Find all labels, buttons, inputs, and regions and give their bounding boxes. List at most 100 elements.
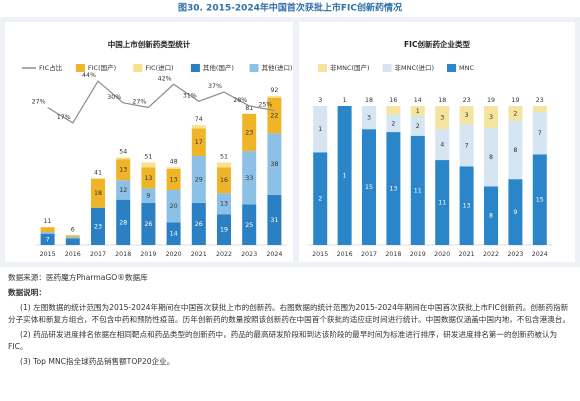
chart: 图30. 2015-2024年中国首次获批上市FIC创新药情况 中国上市创新药类…	[0, 2, 580, 267]
bar-segment	[337, 106, 352, 245]
bar-label: 15	[365, 184, 373, 191]
bar-segment	[40, 233, 55, 245]
bar-segment	[91, 178, 105, 208]
bar-label: 3	[367, 115, 371, 122]
bar-segment	[508, 120, 523, 180]
bar-segment	[242, 151, 257, 205]
x-tick-label: 2023	[241, 251, 257, 258]
total-label: 19	[487, 97, 495, 104]
total-label: 51	[220, 153, 228, 160]
bar-label: 17	[195, 139, 203, 146]
bar-label: 3	[489, 114, 493, 121]
total-label: 6	[71, 226, 75, 233]
bar-segment	[116, 157, 131, 160]
x-tick-label: 2019	[410, 251, 426, 258]
bar-label: 8	[489, 213, 493, 220]
ratio-label: 28%	[233, 97, 247, 104]
x-tick-label: 2021	[459, 251, 475, 258]
note: (3) Top MNC指全球药品销售额TOP20企业。	[20, 357, 175, 366]
bar-segment	[386, 106, 401, 115]
bar-segment	[267, 194, 282, 245]
bar-segment	[362, 129, 376, 245]
bar-label: 7	[465, 142, 469, 149]
bar-label: 16	[220, 177, 228, 184]
bar-segment	[116, 180, 131, 200]
bar-label: 2	[318, 196, 322, 203]
bar-segment	[191, 128, 206, 156]
ratio-label: 17%	[57, 114, 71, 121]
legend-label: 其他(国产)	[203, 63, 234, 72]
ratio-label: 31%	[183, 92, 197, 99]
bar-label: 13	[463, 203, 471, 210]
x-tick-label: 2019	[140, 251, 156, 258]
legend-label: FIC占比	[39, 63, 63, 72]
notes-heading: 数据说明：	[8, 288, 46, 297]
bar-label: 26	[144, 221, 152, 228]
ratio-label: 37%	[208, 83, 222, 90]
bar-segment	[410, 115, 425, 136]
bar-segment	[410, 135, 425, 245]
bar-segment	[191, 125, 206, 129]
bar-segment	[313, 152, 328, 245]
bar-segment	[484, 106, 498, 128]
total-label: 19	[511, 97, 519, 104]
bar-label: 13	[119, 167, 127, 174]
legend-swatch	[190, 64, 200, 72]
bar-label: 12	[119, 187, 127, 194]
bar-label: 1	[318, 126, 322, 133]
legend-swatch	[447, 64, 456, 72]
total-label: 74	[195, 116, 203, 123]
bar-label: 28	[119, 219, 127, 226]
bar-segment	[191, 202, 206, 245]
bar-segment	[508, 179, 523, 245]
bar-label: 8	[489, 154, 493, 161]
bar-label: 26	[195, 221, 203, 228]
total-label: 18	[365, 97, 373, 104]
bar-segment	[386, 114, 401, 133]
bar-segment	[166, 222, 181, 245]
bar-label: 13	[389, 186, 397, 193]
bar-segment	[217, 214, 231, 245]
bar-segment	[166, 167, 181, 169]
bar-label: 8	[513, 147, 517, 154]
bar-label: 9	[513, 209, 517, 216]
bar-label: 19	[220, 227, 228, 234]
legend-label: MNC	[459, 64, 474, 72]
bar-label: 29	[195, 176, 203, 183]
x-tick-label: 2021	[191, 251, 207, 258]
bar-label: 11	[438, 200, 446, 207]
x-tick-label: 2023	[507, 251, 523, 258]
bar-segment	[116, 199, 131, 245]
bar-label: 1	[343, 173, 347, 180]
bar-label: 3	[465, 112, 469, 119]
bar-segment	[532, 154, 547, 245]
note: (2) 药品研发进度排名依据在相同靶点和药品类型的创新药中，药品的最高研发阶段和…	[8, 330, 558, 351]
bar-segment	[313, 106, 328, 153]
x-tick-label: 2015	[40, 251, 56, 258]
legend-label: 其他(进口)	[262, 63, 293, 72]
note: (1) 左图数据的统计范围为2015-2024年期间在中国首次获批上市的创新药。…	[8, 303, 570, 324]
bar-segment	[141, 202, 156, 245]
bar-segment	[242, 113, 257, 152]
legend-label: FIC(进口)	[145, 64, 173, 72]
ratio-label: 42%	[158, 75, 172, 82]
bar-segment	[532, 112, 547, 155]
bar-segment	[141, 188, 156, 203]
bar-label: 23	[94, 223, 102, 230]
x-tick-label: 2022	[483, 251, 499, 258]
source: 数据来源：医药魔方PharmaGO®数据库	[8, 273, 148, 282]
bar-segment	[217, 167, 231, 194]
bar-label: 22	[270, 112, 278, 119]
total-label: 3	[318, 97, 322, 104]
bar-segment	[532, 106, 547, 113]
bar-segment	[267, 97, 282, 134]
total-label: 48	[170, 158, 178, 165]
bar-segment	[386, 132, 401, 245]
x-tick-label: 2020	[434, 251, 450, 258]
bar-label: 4	[440, 142, 444, 149]
bar-segment	[65, 236, 80, 239]
x-tick-label: 2016	[337, 251, 353, 258]
bar-segment	[410, 106, 425, 116]
ratio-label: 30%	[107, 94, 121, 101]
